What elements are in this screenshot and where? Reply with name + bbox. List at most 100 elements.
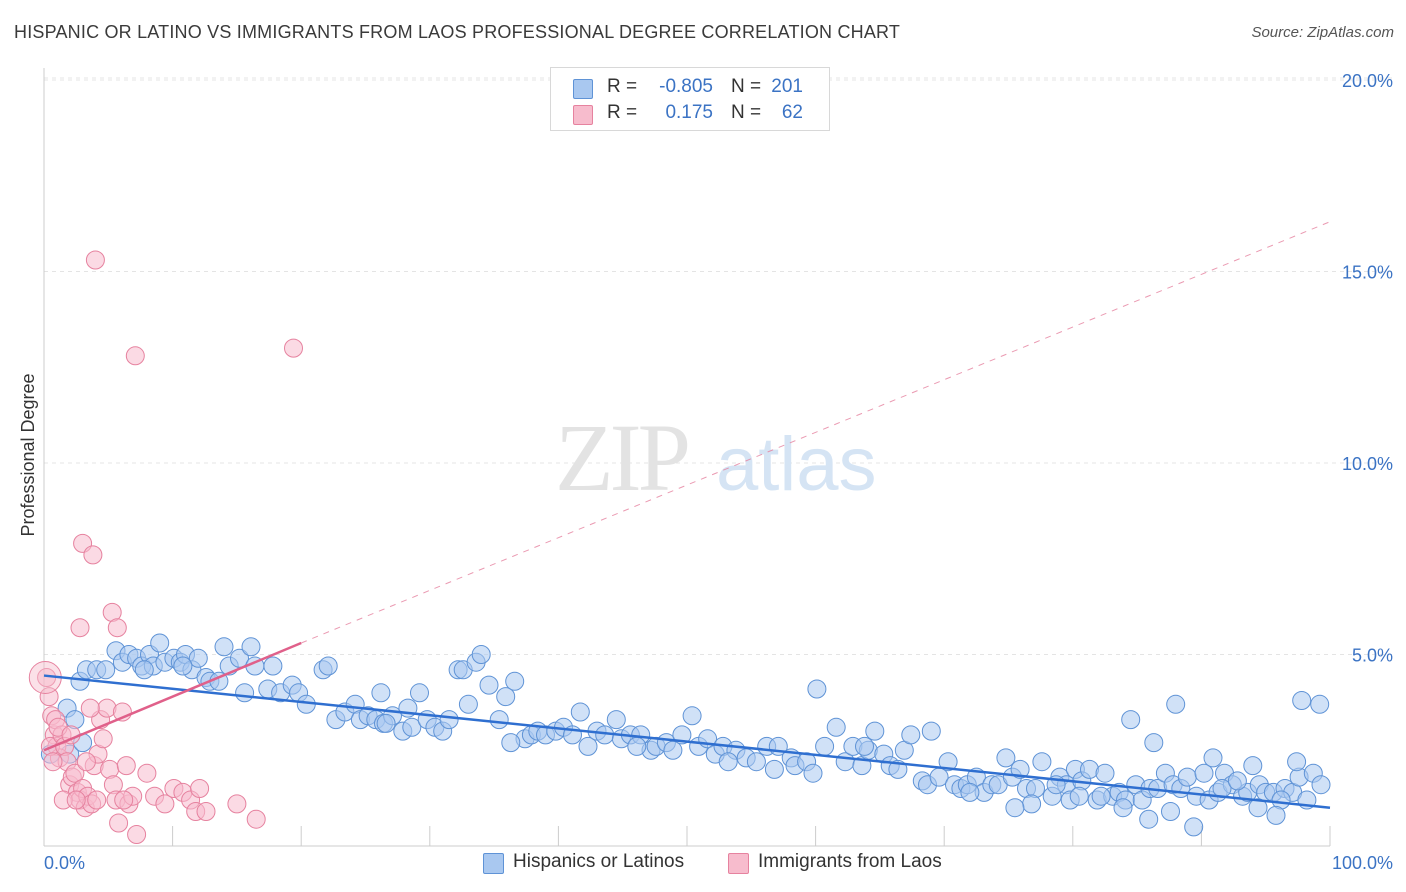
x-tick-label: 100.0%	[1332, 853, 1393, 873]
y-tick-label: 5.0%	[1352, 646, 1393, 666]
point-hispanic	[188, 648, 208, 668]
watermark: ZIP atlas	[555, 404, 877, 511]
point-hispanic	[960, 782, 980, 802]
point-hispanic	[501, 733, 521, 753]
point-laos	[83, 545, 103, 565]
y-tick-label: 15.0%	[1342, 263, 1393, 283]
point-hispanic	[1069, 786, 1089, 806]
x-tick-label: 0.0%	[44, 853, 85, 873]
point-hispanic	[1243, 756, 1263, 776]
point-hispanic	[855, 736, 874, 756]
correlation-legend: R = -0.805 N = 201 R = 0.175 N = 62	[550, 67, 830, 131]
point-laos	[87, 790, 107, 810]
legend-swatch	[483, 853, 504, 874]
point-hispanic	[489, 710, 509, 730]
y-axis-label: Professional Degree	[18, 373, 38, 536]
point-laos	[80, 698, 100, 718]
point-hispanic	[764, 759, 784, 779]
point-hispanic	[505, 671, 525, 691]
trend-lines	[43, 221, 1331, 809]
n-value: 201	[771, 76, 803, 97]
legend-swatch-laos	[573, 105, 593, 125]
point-hispanic	[150, 633, 170, 653]
point-laos	[66, 790, 86, 810]
point-hispanic	[606, 710, 626, 730]
point-hispanic	[996, 748, 1016, 768]
point-hispanic	[1311, 775, 1331, 795]
point-hispanic	[1266, 805, 1286, 825]
point-laos	[70, 618, 90, 638]
source-label: Source: ZipAtlas.com	[1251, 24, 1394, 41]
point-hispanic	[1287, 752, 1307, 772]
point-hispanic	[718, 752, 738, 772]
point-laos	[227, 794, 247, 814]
point-laos	[196, 802, 216, 821]
point-laos	[114, 790, 134, 810]
point-hispanic	[471, 645, 491, 664]
point-hispanic	[1144, 733, 1164, 753]
point-hispanic	[458, 694, 478, 714]
point-hispanic	[1194, 763, 1214, 783]
point-laos	[246, 809, 266, 829]
point-hispanic	[570, 702, 590, 722]
point-hispanic	[230, 648, 249, 668]
point-hispanic	[439, 710, 459, 730]
point-hispanic	[479, 675, 499, 695]
point-hispanic	[815, 736, 835, 756]
point-hispanic	[318, 656, 338, 676]
point-hispanic	[807, 679, 827, 699]
point-hispanic	[1022, 794, 1042, 814]
point-hispanic	[263, 656, 283, 676]
point-hispanic	[1310, 694, 1330, 714]
point-hispanic	[1005, 798, 1025, 818]
legend-swatch	[728, 853, 749, 874]
point-hispanic	[627, 736, 647, 756]
point-hispanic	[1095, 763, 1115, 783]
point-hispanic	[803, 763, 823, 783]
point-hispanic	[1113, 798, 1133, 818]
point-laos	[85, 250, 105, 270]
tick-labels: 5.0% 10.0% 15.0% 20.0% 0.0% 100.0%	[44, 71, 1393, 873]
point-hispanic	[901, 725, 921, 745]
n-label: N =	[731, 76, 762, 97]
point-hispanic	[921, 721, 941, 741]
point-hispanic	[1161, 802, 1180, 821]
point-hispanic	[241, 637, 261, 657]
point-laos	[39, 687, 59, 707]
point-laos	[137, 763, 157, 783]
point-hispanic	[214, 637, 234, 657]
point-hispanic	[371, 683, 391, 703]
n-value: 62	[781, 102, 803, 123]
trend-line-hispanic	[43, 674, 1331, 809]
n-label: N =	[731, 102, 762, 123]
point-hispanic	[578, 736, 598, 756]
point-hispanic	[1091, 786, 1111, 806]
point-hispanic	[96, 660, 116, 680]
point-hispanic	[410, 683, 429, 703]
data-points	[28, 250, 1331, 844]
point-hispanic	[1032, 752, 1052, 772]
point-hispanic	[746, 752, 766, 772]
watermark-atlas: atlas	[716, 422, 877, 507]
y-tick-label: 20.0%	[1342, 71, 1393, 91]
point-laos	[107, 618, 127, 638]
point-hispanic	[1248, 798, 1268, 818]
r-label: R =	[607, 102, 638, 123]
point-laos	[127, 825, 147, 844]
point-hispanic	[1184, 817, 1204, 837]
point-hispanic	[402, 717, 422, 737]
point-hispanic	[1010, 759, 1030, 779]
point-hispanic	[173, 656, 193, 676]
point-laos	[155, 794, 175, 814]
legend-swatch-hispanic	[573, 79, 593, 99]
legend-label: Hispanics or Latinos	[513, 851, 685, 872]
point-hispanic	[134, 660, 154, 680]
point-laos	[190, 779, 210, 798]
point-laos	[43, 752, 63, 772]
point-hispanic	[1292, 691, 1312, 710]
point-laos	[76, 752, 96, 772]
trend-extension-laos	[301, 221, 1331, 644]
point-hispanic	[865, 721, 885, 741]
point-hispanic	[235, 683, 255, 703]
point-hispanic	[376, 713, 396, 733]
